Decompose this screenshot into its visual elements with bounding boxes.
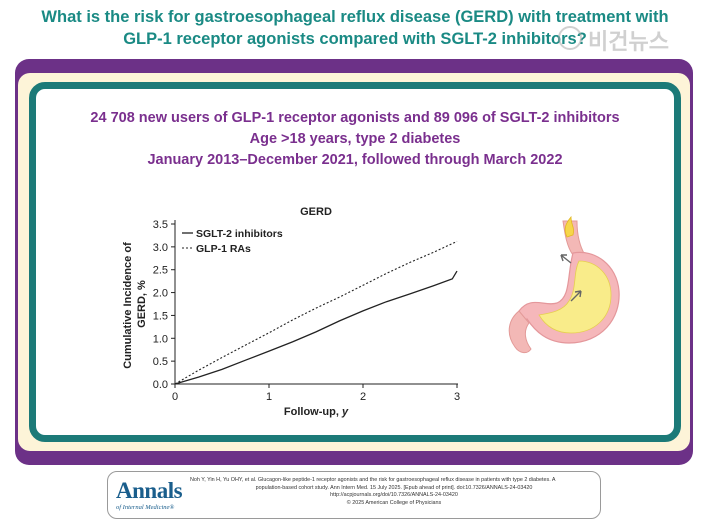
y-tick-label: 0.5 <box>153 356 168 368</box>
x-axis-label: Follow-up, y <box>284 406 349 418</box>
x-tick-label: 2 <box>360 391 366 403</box>
x-tick-label: 0 <box>172 391 178 403</box>
y-tick-label: 1.0 <box>153 333 168 345</box>
watermark-text: 비건뉴스 <box>588 30 669 55</box>
study-population: 24 708 new users of GLP-1 receptor agoni… <box>90 110 620 126</box>
citation-line-2: population-based cohort study. Ann Inter… <box>255 484 533 491</box>
legend-label-sglt2: SGLT-2 inhibitors <box>196 228 283 240</box>
chart-title: GERD <box>300 206 332 218</box>
y-axis-label: Cumulative Incidence of GERD, % <box>122 239 148 369</box>
y-tick-label: 3.5 <box>153 219 168 231</box>
y-tick-label: 3.0 <box>153 242 168 254</box>
y-axis-label-line-1: Cumulative Incidence of <box>122 242 134 369</box>
annals-logo: Annals <box>116 478 183 503</box>
x-ticks: 0 1 2 3 <box>172 384 460 403</box>
y-tick-label: 1.5 <box>153 310 168 322</box>
annals-logo-subtitle: of Internal Medicine® <box>116 504 175 511</box>
study-period: January 2013–December 2021, followed thr… <box>147 152 563 168</box>
citation-box: Annals of Internal Medicine® Noh Y, Yin … <box>107 471 601 519</box>
y-tick-label: 2.0 <box>153 288 168 300</box>
study-criteria: Age >18 years, type 2 diabetes <box>249 131 461 147</box>
study-info: 24 708 new users of GLP-1 receptor agoni… <box>29 108 681 171</box>
citation-url[interactable]: http://acpjournals.org/doi/10.7326/ANNAL… <box>330 492 458 499</box>
watermark: 비건뉴스 <box>558 24 698 55</box>
y-ticks: 0.0 0.5 1.0 1.5 2.0 2.5 3.0 3.5 <box>153 219 175 391</box>
legend: SGLT-2 inhibitors GLP-1 RAs <box>182 228 283 255</box>
arrow-up-left-icon <box>560 254 572 264</box>
stomach-icon <box>508 215 620 354</box>
y-tick-label: 2.5 <box>153 265 168 277</box>
watermark-logo-icon <box>558 26 582 50</box>
x-axis-label-text: Follow-up, <box>284 406 342 418</box>
x-tick-label: 1 <box>266 391 272 403</box>
page-title: What is the risk for gastroesophageal re… <box>0 6 710 50</box>
legend-label-glp1: GLP-1 RAs <box>196 243 251 255</box>
series-line-glp1 <box>174 240 458 385</box>
citation-text: Noh Y, Yin H, Yu OHY, et al. Glucagon-li… <box>190 477 598 507</box>
citation-copyright: © 2025 American College of Physicians <box>346 499 442 506</box>
arrow-up-icon <box>570 290 582 302</box>
reflux-flame-icon <box>564 215 574 238</box>
y-axis-label-line-2: GERD, % <box>136 280 148 328</box>
title-line-2: GLP-1 receptor agonists compared with SG… <box>123 30 587 48</box>
gerd-chart: GERD Cumulative Incidence of GERD, % 0.0… <box>122 206 460 418</box>
intestine-icon <box>508 310 532 354</box>
x-axis-label-unit: y <box>341 406 349 418</box>
x-tick-label: 3 <box>454 391 460 403</box>
title-line-1: What is the risk for gastroesophageal re… <box>41 8 669 26</box>
citation-line-1: Noh Y, Yin H, Yu OHY, et al. Glucagon-li… <box>190 477 556 483</box>
series-line-sglt2 <box>174 270 458 385</box>
y-tick-label: 0.0 <box>153 379 168 391</box>
series-layer <box>174 240 458 385</box>
